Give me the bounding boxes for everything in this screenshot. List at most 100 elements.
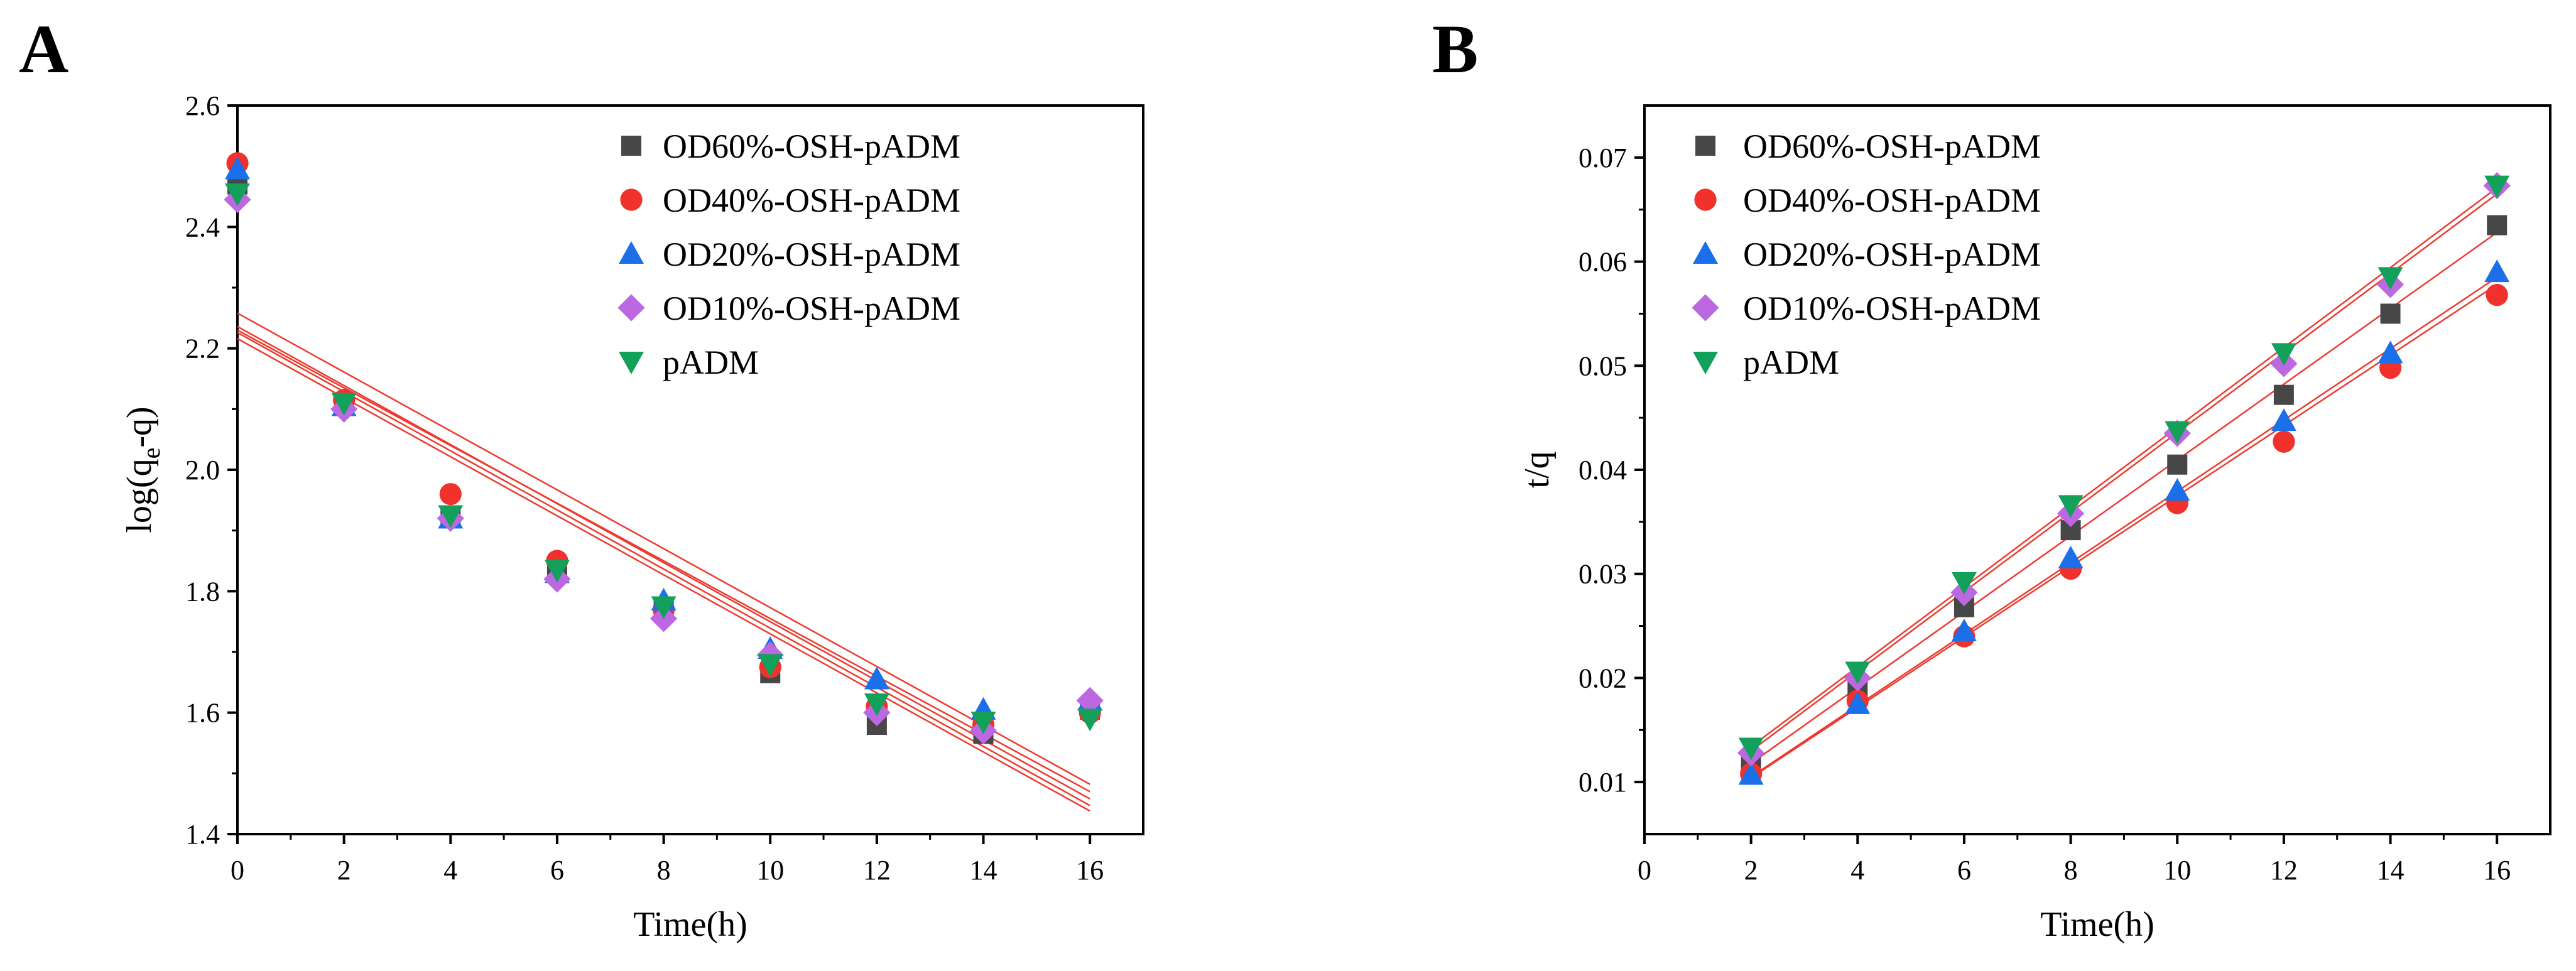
fit-line — [237, 312, 1090, 785]
y-tick-label: 1.4 — [185, 819, 220, 850]
fit-line — [237, 332, 1090, 806]
legend-label-od60: OD60%-OSH-pADM — [663, 127, 960, 165]
data-point-od20 — [1951, 618, 1977, 641]
y-tick-label: 2.6 — [185, 90, 220, 121]
x-tick-label: 6 — [550, 855, 564, 886]
data-point-od20 — [2271, 408, 2296, 431]
x-tick-label: 12 — [863, 855, 891, 886]
data-point-od60 — [2273, 384, 2294, 405]
y-tick-label: 2.4 — [185, 212, 220, 242]
legend-label-od20: OD20%-OSH-pADM — [663, 236, 960, 273]
data-point-padm — [1077, 708, 1103, 732]
panel-b-y-ticks: 0.01 0.02 0.03 0.04 0.05 0.06 0.07 — [1579, 143, 1644, 798]
x-tick-label: 8 — [657, 855, 671, 886]
data-point-od20 — [2378, 340, 2403, 364]
x-tick-label: 0 — [231, 855, 244, 886]
panel-b-points — [1737, 172, 2511, 785]
panel-a-y-ticks: 1.4 1.6 1.8 2.0 2.2 2.4 2.6 — [185, 90, 237, 850]
x-tick-label: 10 — [2163, 855, 2191, 886]
y-tick-label: 1.8 — [185, 576, 220, 607]
data-point-od40 — [439, 483, 462, 506]
y-tick-label: 0.05 — [1579, 350, 1627, 381]
panel-a-points — [224, 152, 1104, 745]
fit-line — [237, 338, 1090, 812]
legend-label-od60: OD60%-OSH-pADM — [1743, 127, 2041, 165]
data-point-padm — [2484, 175, 2510, 198]
y-tick-label: 2.2 — [185, 334, 220, 364]
x-tick-label: 12 — [2270, 855, 2298, 886]
data-point-od20 — [1845, 691, 1871, 714]
legend-label-padm: pADM — [663, 344, 759, 381]
y-tick-label: 0.04 — [1579, 455, 1627, 486]
fit-line — [1750, 187, 2497, 747]
data-point-od20 — [2165, 478, 2190, 501]
legend-marker-padm — [1693, 352, 1718, 374]
panel-a-x-ticks: 0 2 4 6 8 10 12 14 16 — [231, 834, 1104, 886]
data-point-od20 — [864, 666, 889, 690]
data-point-padm — [758, 654, 783, 677]
y-tick-label: 0.02 — [1579, 663, 1627, 693]
panel-b-label: B — [1432, 11, 1478, 87]
x-tick-label: 14 — [970, 855, 997, 886]
x-tick-label: 16 — [1076, 855, 1104, 886]
fit-line — [1750, 283, 2497, 779]
legend-marker-od20 — [1693, 241, 1718, 264]
x-tick-label: 2 — [1744, 855, 1758, 886]
data-point-od40 — [2273, 430, 2295, 453]
legend-marker-padm — [619, 352, 644, 374]
legend-label-od20: OD20%-OSH-pADM — [1743, 236, 2041, 273]
data-point-padm — [2165, 421, 2190, 444]
legend-label-od10: OD10%-OSH-pADM — [1743, 290, 2041, 327]
fit-line — [1750, 232, 2497, 764]
panel-a: A 0 2 4 6 8 10 12 14 16 1.4 1.6 1.8 2.0 2.2 2.4 2.6 Ti… — [19, 11, 1144, 944]
y-tick-label: 2.0 — [185, 455, 220, 486]
y-tick-label: 0.01 — [1579, 767, 1627, 798]
fit-line — [237, 329, 1090, 793]
data-point-od60 — [2380, 303, 2401, 324]
fit-line — [237, 325, 1090, 800]
x-tick-label: 16 — [2483, 855, 2511, 886]
panel-a-legend: OD60%-OSH-pADM OD40%-OSH-pADM OD20%-OSH-pA… — [617, 127, 960, 381]
data-point-padm — [2058, 495, 2084, 518]
legend-label-padm: pADM — [1743, 344, 1839, 381]
x-tick-label: 2 — [337, 855, 351, 886]
panel-b-y-axis-label: t/q — [1518, 451, 1557, 488]
y-tick-label: 0.06 — [1579, 247, 1627, 278]
data-point-od20 — [225, 156, 250, 180]
fit-line — [1750, 276, 2497, 778]
data-point-padm — [438, 505, 464, 528]
data-point-od40 — [2486, 284, 2508, 306]
panel-b-fit-lines — [1750, 187, 2497, 779]
legend-label-od40: OD40%-OSH-pADM — [663, 182, 960, 219]
data-point-padm — [225, 183, 250, 207]
panel-b-x-ticks: 0 2 4 6 8 10 12 14 16 — [1638, 834, 2511, 886]
data-point-padm — [1845, 661, 1871, 685]
y-tick-label: 0.07 — [1579, 143, 1627, 173]
panel-a-x-axis-label: Time(h) — [633, 905, 747, 944]
legend-marker-od10 — [617, 294, 645, 322]
data-point-padm — [1738, 737, 1764, 761]
data-point-od20 — [2484, 259, 2510, 283]
panel-a-label: A — [19, 11, 68, 87]
legend-marker-od40 — [1694, 188, 1717, 211]
x-tick-label: 6 — [1957, 855, 1971, 886]
data-point-padm — [651, 596, 677, 619]
data-point-padm — [864, 693, 889, 717]
legend-marker-od10 — [1692, 294, 1719, 322]
x-tick-label: 4 — [443, 855, 457, 886]
x-tick-label: 8 — [2064, 855, 2078, 886]
legend-marker-od60 — [1695, 136, 1715, 156]
data-point-od60 — [2487, 215, 2508, 236]
panel-b: B 0 2 4 6 8 10 12 14 16 0.01 0.02 0.03 0.04 0.05 0.06… — [1432, 11, 2552, 944]
y-tick-label: 0.03 — [1579, 559, 1627, 590]
data-point-padm — [331, 393, 357, 416]
legend-marker-od20 — [619, 241, 644, 264]
data-point-padm — [2271, 343, 2296, 366]
legend-marker-od40 — [620, 188, 643, 211]
x-tick-label: 14 — [2377, 855, 2405, 886]
panel-a-y-axis-label: log(qe-q) — [120, 406, 165, 533]
data-point-padm — [970, 712, 996, 735]
data-point-od60 — [2167, 454, 2188, 475]
fit-line — [1750, 193, 2497, 752]
